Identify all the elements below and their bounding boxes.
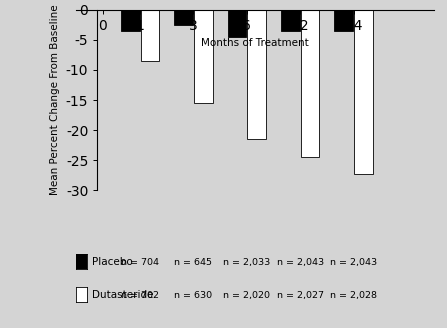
Text: Dutasteride: Dutasteride [92,290,153,300]
Text: n = 645: n = 645 [174,258,212,267]
Text: n = 2,043: n = 2,043 [277,258,324,267]
Text: n = 2,027: n = 2,027 [277,291,324,300]
Text: n = 2,020: n = 2,020 [224,291,270,300]
X-axis label: Months of Treatment: Months of Treatment [201,38,309,49]
Text: n = 704: n = 704 [121,258,159,267]
Bar [194,10,213,103]
Bar [174,10,193,25]
Bar [247,10,266,139]
Text: n = 2,043: n = 2,043 [330,258,377,267]
Text: n = 630: n = 630 [174,291,212,300]
Bar [301,10,319,157]
Bar [140,10,159,61]
Bar [121,10,139,31]
Bar [334,10,353,31]
Bar [354,10,373,174]
Text: n = 702: n = 702 [121,291,159,300]
Y-axis label: Mean Percent Change From Baseline: Mean Percent Change From Baseline [50,5,60,195]
Text: Placebo: Placebo [92,257,132,267]
Text: n = 2,033: n = 2,033 [223,258,270,267]
Text: n = 2,028: n = 2,028 [330,291,377,300]
Bar [281,10,299,31]
Bar [228,10,246,37]
